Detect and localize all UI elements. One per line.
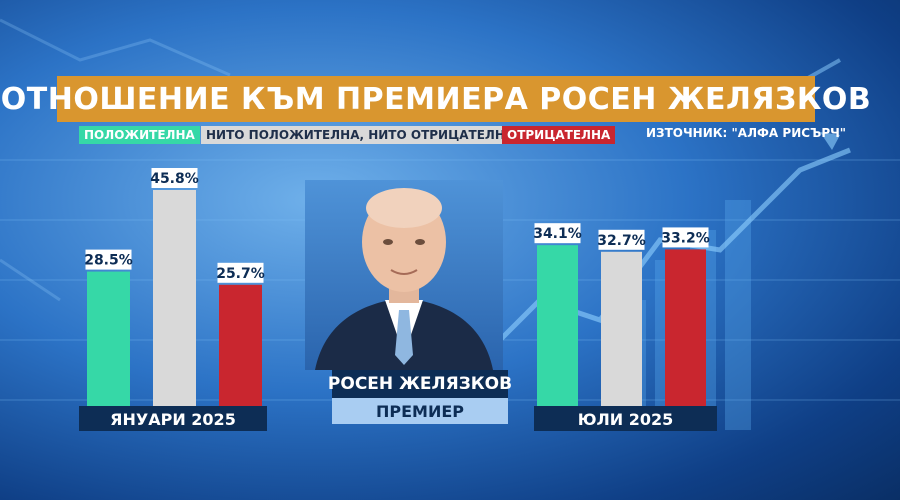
value-label-bg-1-1	[598, 229, 645, 250]
value-label-bg-0-2	[217, 262, 264, 283]
value-label-bg-1-0	[534, 223, 581, 244]
period-label-bg-0	[79, 406, 267, 431]
value-label-0-0: 28.5%	[84, 253, 133, 269]
value-label-0-2: 25.7%	[216, 266, 265, 282]
period-label-0: ЯНУАРИ 2025	[110, 410, 236, 429]
value-label-1-2: 33.2%	[661, 230, 710, 246]
person-role-label: ПРЕМИЕР	[332, 398, 508, 424]
legend-neutral: НИТО ПОЛОЖИТЕЛНА, НИТО ОТРИЦАТЕЛНА	[201, 126, 520, 144]
chart-title: ОТНОШЕНИЕ КЪМ ПРЕМИЕРА РОСЕН ЖЕЛЯЗКОВ	[0, 81, 872, 117]
period-label-1: ЮЛИ 2025	[578, 410, 674, 429]
period-label-bg-1	[534, 406, 717, 431]
premier-portrait-photo	[305, 180, 503, 370]
title-banner: ОТНОШЕНИЕ КЪМ ПРЕМИЕРА РОСЕН ЖЕЛЯЗКОВ	[1, 76, 871, 122]
value-label-0-1: 45.8%	[150, 171, 199, 187]
legend-positive: ПОЛОЖИТЕЛНА	[79, 126, 200, 144]
value-label-bg-0-1	[151, 168, 198, 188]
bar-0-1	[153, 190, 196, 406]
value-label-1-1: 32.7%	[597, 233, 646, 249]
bar-0-2	[219, 284, 262, 406]
source-credit: ИЗТОЧНИК: "АЛФА РИСЪРЧ"	[646, 126, 847, 140]
value-label-1-0: 34.1%	[533, 226, 582, 242]
bar-1-0	[537, 245, 578, 406]
bar-1-2	[665, 249, 706, 406]
legend-negative: ОТРИЦАТЕЛНА	[502, 126, 616, 144]
value-label-bg-0-0	[85, 249, 132, 270]
value-label-bg-1-2	[662, 227, 709, 248]
bar-0-0	[87, 271, 130, 406]
person-name-label: РОСЕН ЖЕЛЯЗКОВ	[328, 370, 512, 398]
bar-1-1	[601, 251, 642, 406]
